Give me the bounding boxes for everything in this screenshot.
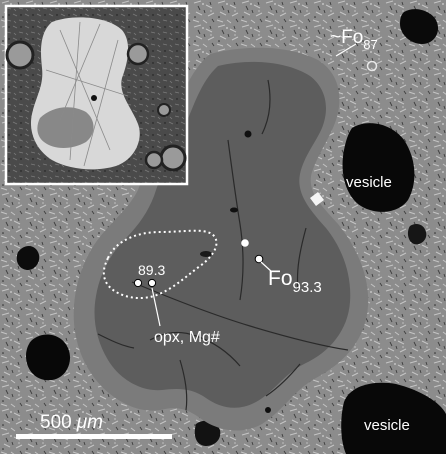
- inset-vesicle: [144, 150, 164, 170]
- bright-grain: [310, 192, 324, 206]
- inclusion: [265, 407, 271, 413]
- analysis-point-fo93: [254, 254, 264, 264]
- opx-boundary-dotted: [102, 229, 218, 300]
- label-opx-mg-number: 89.3: [138, 262, 165, 278]
- inset-vesicle: [157, 103, 171, 117]
- analysis-point-fo87: [366, 60, 378, 72]
- scale-bar-label: 500 μm: [40, 412, 103, 433]
- crystal-cracks: [97, 79, 349, 411]
- inset-cracks: [45, 21, 129, 167]
- inset-vesicle: [126, 42, 150, 66]
- vesicle-left: [26, 334, 71, 381]
- inset-overview-image: [4, 4, 189, 186]
- scale-bar-line: [16, 434, 172, 439]
- inclusion: [200, 251, 212, 257]
- analysis-point-opx: [147, 278, 157, 288]
- analysis-point-fo93: [241, 239, 249, 247]
- vesicle-upper-right: [342, 123, 415, 212]
- vesicle-bottom: [194, 420, 221, 446]
- inclusion: [230, 207, 238, 213]
- inset-opx-region: [37, 107, 94, 148]
- label-vesicle-upper: vesicle: [346, 174, 392, 191]
- leader-line-fo87: [335, 43, 357, 57]
- inclusion: [244, 130, 252, 138]
- label-fo87: ~Fo87: [330, 27, 378, 52]
- vesicle-lower-right: [341, 382, 446, 454]
- vesicle-small-right: [407, 224, 427, 245]
- leader-line-opx: [151, 287, 161, 327]
- inset-vesicle: [5, 40, 35, 70]
- scale-bar: 500 μm: [16, 412, 172, 439]
- vesicle-small-left: [16, 246, 40, 270]
- inset-inclusion: [91, 95, 97, 101]
- inset-vesicle: [159, 144, 187, 172]
- vesicle-top-right: [400, 9, 439, 44]
- analysis-point-opx: [133, 278, 143, 288]
- label-fo93: Fo93.3: [268, 267, 322, 296]
- label-vesicle-lower: vesicle: [364, 417, 410, 434]
- label-opx-caption: opx, Mg#: [154, 329, 220, 346]
- leader-line-fo93: [260, 261, 273, 273]
